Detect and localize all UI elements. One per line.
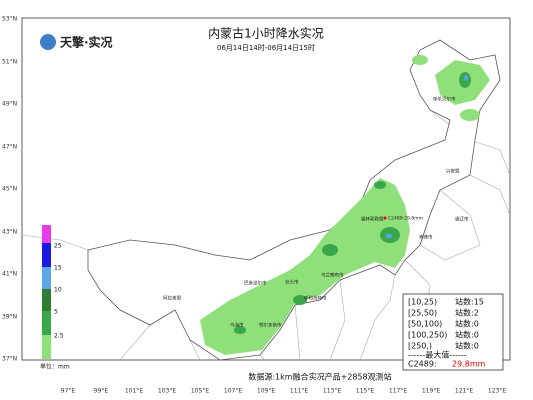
lon-label: 117°E xyxy=(389,388,407,395)
lon-label: 105°E xyxy=(191,388,209,395)
stats-box: [10,25) 站数:15 [25,50) 站数:2 [50,100) 站数:0… xyxy=(402,293,504,371)
stats-max-heading: ------最大值------ xyxy=(408,350,467,360)
lat-label: 51°N xyxy=(2,59,17,66)
max-station xyxy=(383,216,387,220)
city-label: 阿拉善盟 xyxy=(163,295,181,302)
stats-range: [100,250) xyxy=(408,331,447,340)
stats-range: [250,) xyxy=(408,342,432,351)
stats-range: [25,50) xyxy=(408,309,437,318)
stats-range: [10,25) xyxy=(408,298,437,307)
logo-text: 天擎·实况 xyxy=(60,35,113,50)
lon-label: 107°E xyxy=(224,388,242,395)
stats-count: 站数:2 xyxy=(455,308,479,318)
lat-label: 39°N xyxy=(2,314,17,321)
city-label: 赤峰市 xyxy=(419,234,433,241)
legend-label: 15 xyxy=(54,265,62,272)
legend-label: 5 xyxy=(54,309,58,316)
stats-max-value: 29.8mm xyxy=(452,360,486,369)
legend-swatch xyxy=(42,243,51,267)
lon-label: 97°E xyxy=(61,388,76,395)
title: 内蒙古1小时降水实况 xyxy=(208,26,324,41)
legend-swatch xyxy=(42,225,51,243)
city-labels: 呼伦贝尔市 兴安盟 通辽市 赤峰市 锡林郭勒盟 乌兰察布市 包头市 巴彦淖尔市 … xyxy=(163,96,469,329)
lat-label: 45°N xyxy=(2,186,17,193)
lat-label: 41°N xyxy=(2,271,17,278)
lat-labels: 53°N 51°N 49°N 47°N 45°N 43°N 41°N 39°N … xyxy=(2,16,17,363)
stats-count: 站数:0 xyxy=(455,319,479,329)
city-label: 呼和浩特市 xyxy=(304,295,327,302)
city-label: 锡林郭勒盟 xyxy=(361,216,384,223)
legend: 25 15 10 5 2.5 单位：mm xyxy=(40,225,70,371)
stats-range: [50,100) xyxy=(408,320,442,329)
legend-unit: 单位：mm xyxy=(40,363,70,371)
city-label: 呼伦贝尔市 xyxy=(433,96,456,103)
logo-icon xyxy=(40,34,56,50)
city-label: 乌兰察布市 xyxy=(321,272,344,279)
lat-label: 37°N xyxy=(2,356,17,363)
city-label: 包头市 xyxy=(285,279,299,286)
source-note: 数据源:1km融合实况产品+2858观测站 xyxy=(248,372,391,382)
lon-label: 111°E xyxy=(290,388,308,395)
legend-label: 2.5 xyxy=(54,333,64,340)
lat-label: 49°N xyxy=(2,101,17,108)
stats-count: 站数:0 xyxy=(455,330,479,340)
lon-label: 101°E xyxy=(125,388,143,395)
stats-frame xyxy=(402,293,504,371)
lon-label: 115°E xyxy=(356,388,374,395)
city-label: 鄂尔多斯市 xyxy=(259,322,282,329)
city-label: 乌海市 xyxy=(230,322,244,329)
lon-label: 103°E xyxy=(158,388,176,395)
legend-label: 10 xyxy=(54,287,62,294)
lon-label: 113°E xyxy=(323,388,341,395)
stats-max-station: C2489: xyxy=(408,360,437,369)
city-label: 通辽市 xyxy=(455,216,469,223)
lat-label: 53°N xyxy=(2,16,17,23)
lon-labels: 97°E 99°E 101°E 103°E 105°E 107°E 109°E … xyxy=(61,388,507,395)
lon-label: 121°E xyxy=(455,388,473,395)
lon-label: 109°E xyxy=(257,388,275,395)
legend-label: 25 xyxy=(54,243,62,250)
lon-label: 99°E xyxy=(94,388,109,395)
max-station-label: C2489:29.8mm xyxy=(388,216,423,222)
legend-swatch xyxy=(42,289,51,311)
rain-areas-intense xyxy=(386,75,468,239)
legend-swatch xyxy=(42,335,51,359)
city-label: 巴彦淖尔市 xyxy=(244,280,267,287)
lat-label: 43°N xyxy=(2,229,17,236)
city-label: 兴安盟 xyxy=(446,168,460,175)
lat-label: 47°N xyxy=(2,144,17,151)
lon-label: 123°E xyxy=(488,388,506,395)
legend-swatch xyxy=(42,311,51,335)
stats-count: 站数:0 xyxy=(455,341,479,351)
stats-count: 站数:15 xyxy=(455,297,484,307)
legend-swatch xyxy=(42,267,51,289)
lon-label: 119°E xyxy=(422,388,440,395)
map-frame xyxy=(21,17,511,361)
subtitle: 06月14日14时-06月14日15时 xyxy=(217,43,315,52)
